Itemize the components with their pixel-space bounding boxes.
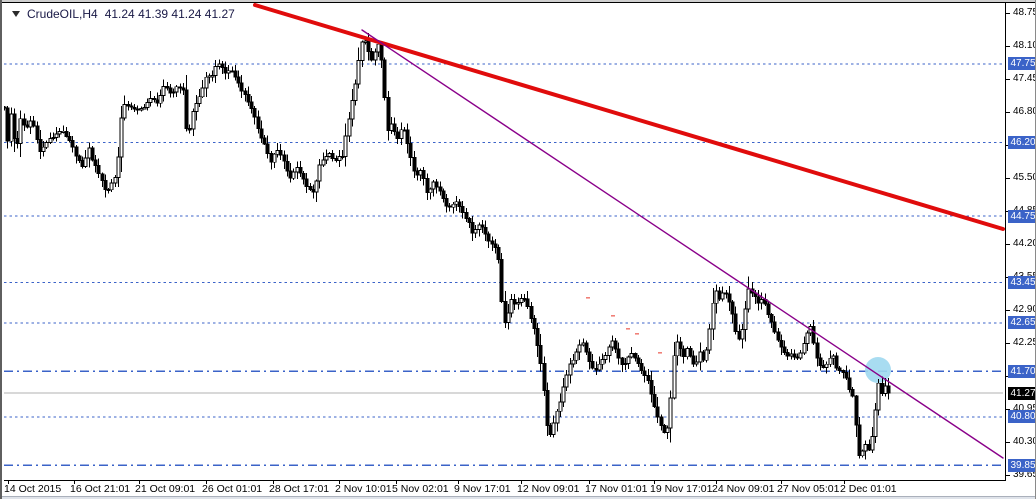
- symbol-dropdown-icon[interactable]: [12, 11, 20, 17]
- time-axis-label: 5 Nov 02:01: [392, 483, 449, 495]
- time-axis-label: 9 Nov 17:01: [454, 483, 511, 495]
- time-axis-tick: [654, 481, 655, 484]
- time-axis-label: 17 Nov 01:01: [585, 483, 648, 495]
- time-axis-label: 14 Oct 2015: [4, 483, 62, 495]
- price-axis-tick: [1006, 79, 1010, 81]
- price-axis-label: 44.20: [1013, 238, 1036, 250]
- time-axis-label: 26 Oct 01:01: [202, 483, 263, 495]
- candlestick-chart[interactable]: [4, 3, 1005, 480]
- time-axis-tick: [206, 481, 207, 484]
- price-axis-tick: [1006, 442, 1010, 444]
- price-axis-tick: [1006, 409, 1010, 411]
- price-axis-tick: [1006, 13, 1010, 15]
- level-price-tag: 42.65: [1008, 316, 1035, 330]
- price-axis-tick: [1006, 46, 1010, 48]
- candles: [4, 32, 891, 460]
- time-axis-tick: [589, 481, 590, 484]
- price-axis-label: 46.80: [1013, 106, 1036, 118]
- time-axis-tick: [8, 481, 9, 484]
- level-price-tag: 44.75: [1008, 209, 1035, 223]
- price-axis-label: 48.10: [1013, 40, 1036, 52]
- time-axis-label: 12 Nov 09:01: [517, 483, 580, 495]
- level-price-tag: 43.45: [1008, 275, 1035, 289]
- time-axis-label: 28 Oct 17:01: [269, 483, 330, 495]
- symbol-period-label: CrudeOIL,H4: [27, 7, 98, 21]
- time-axis-label: 24 Nov 09:01: [712, 483, 775, 495]
- time-axis-tick: [339, 481, 340, 484]
- time-axis-tick: [74, 481, 75, 484]
- fractal-mark: [611, 315, 615, 317]
- fractal-mark: [635, 333, 639, 335]
- time-axis-label: 19 Nov 17:01: [650, 483, 713, 495]
- price-axis-tick: [1006, 475, 1010, 477]
- price-axis-label: 42.25: [1013, 337, 1036, 349]
- price-axis-label: 48.75: [1013, 7, 1036, 19]
- level-price-tag: 46.20: [1008, 136, 1035, 150]
- time-axis-tick: [139, 481, 140, 484]
- chart-plot-area[interactable]: [4, 3, 1006, 481]
- price-axis-label: 42.90: [1013, 304, 1036, 316]
- price-axis-tick: [1006, 310, 1010, 312]
- time-axis-label: 16 Oct 21:01: [70, 483, 131, 495]
- time-axis-label: 2 Dec 01:01: [840, 483, 897, 495]
- time-axis-tick: [716, 481, 717, 484]
- time-axis-label: 27 Nov 05:01: [777, 483, 840, 495]
- price-axis-tick: [1006, 112, 1010, 114]
- time-axis-label: 21 Oct 09:01: [135, 483, 196, 495]
- price-axis-tick: [1006, 343, 1010, 345]
- time-axis-label: 2 Nov 10:01: [335, 483, 392, 495]
- trendline-red-resistance[interactable]: [253, 3, 1005, 231]
- status-strip: [2, 496, 1035, 499]
- window-top-edge: [2, 0, 1035, 2]
- fractal-mark: [586, 297, 590, 299]
- price-axis-label: 45.50: [1013, 172, 1036, 184]
- time-axis-tick: [521, 481, 522, 484]
- price-axis-label: 39.65: [1013, 469, 1036, 481]
- time-axis-tick: [844, 481, 845, 484]
- price-axis-label: 40.30: [1013, 436, 1036, 448]
- chart-header: CrudeOIL,H4 41.24 41.39 41.24 41.27: [12, 7, 235, 21]
- time-axis-tick: [396, 481, 397, 484]
- highlight-circle[interactable]: [865, 357, 891, 383]
- price-axis-label: 47.45: [1013, 73, 1036, 85]
- price-axis-tick: [1006, 178, 1010, 180]
- time-axis[interactable]: 14 Oct 2015 16 Oct 21:01 21 Oct 09:01 26 Oc…: [2, 481, 1006, 496]
- level-price-tag: 40.80: [1008, 410, 1035, 424]
- time-axis-tick: [458, 481, 459, 484]
- price-axis-label: 40.95: [1013, 403, 1036, 415]
- price-axis[interactable]: 48.7548.1047.4546.8046.1545.5044.8544.20…: [1006, 3, 1036, 481]
- current-price-tag: 41.27: [1008, 386, 1035, 400]
- ohlc-quote-label: 41.24 41.39 41.24 41.27: [104, 7, 235, 21]
- price-axis-tick: [1006, 244, 1010, 246]
- level-price-tag: 47.75: [1008, 57, 1035, 71]
- trendline-purple-channel[interactable]: [361, 29, 1004, 459]
- time-axis-tick: [781, 481, 782, 484]
- fractal-mark: [658, 352, 662, 354]
- fractal-mark: [626, 328, 630, 330]
- time-axis-tick: [273, 481, 274, 484]
- level-price-tag: 41.70: [1008, 364, 1035, 378]
- level-price-tag: 39.85: [1008, 458, 1035, 472]
- plot-top-border: [2, 2, 1035, 3]
